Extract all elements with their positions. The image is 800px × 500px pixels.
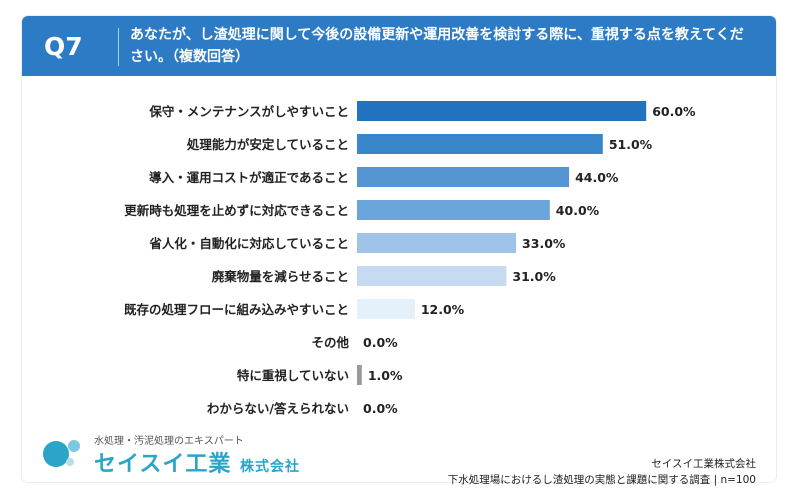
category-label: 特に重視していない: [237, 368, 349, 383]
logo-name: セイスイ工業 株式会社: [94, 446, 300, 478]
header-divider: [118, 28, 119, 66]
bar: [357, 266, 507, 286]
bar: [357, 365, 362, 385]
question-header: [22, 16, 776, 76]
bar: [357, 101, 647, 121]
value-label: 31.0%: [512, 269, 556, 284]
footer-company: セイスイ工業株式会社: [651, 458, 756, 470]
value-label: 0.0%: [363, 401, 398, 416]
question-text: あなたが、し渣処理に関して今後の設備更新や運用改善を検討する際に、重視する点を教…: [130, 27, 744, 65]
question-number: Q7: [44, 32, 83, 61]
category-label: 更新時も処理を止めずに対応できること: [124, 203, 349, 218]
value-label: 0.0%: [363, 335, 398, 350]
bar: [357, 167, 570, 187]
category-label: 省人化・自動化に対応していること: [148, 236, 349, 251]
logo-tagline: 水処理・汚泥処理のエキスパート: [94, 436, 244, 447]
footer-survey: 下水処理場におけるし渣処理の実態と課題に関する調査 | n=100: [447, 474, 756, 486]
bar: [357, 299, 415, 319]
logo-suffix-text: 株式会社: [240, 459, 301, 475]
value-label: 1.0%: [368, 368, 403, 383]
value-label: 60.0%: [652, 104, 696, 119]
bar: [357, 134, 603, 154]
company-logo: 水処理・汚泥処理のエキスパート セイスイ工業 株式会社: [40, 432, 299, 477]
value-label: 40.0%: [556, 203, 600, 218]
bar: [357, 233, 517, 253]
value-label: 44.0%: [575, 170, 619, 185]
category-label: その他: [311, 335, 349, 350]
category-label: わからない/答えられない: [207, 401, 349, 416]
category-label: 導入・運用コストが適正であること: [149, 170, 349, 185]
category-label: 処理能力が安定していること: [186, 137, 349, 152]
water-drop-logo-icon: [43, 440, 80, 467]
category-label: 廃棄物量を減らせること: [212, 269, 349, 284]
bar: [357, 200, 550, 220]
category-label: 保守・メンテナンスがしやすいこと: [148, 104, 349, 119]
value-label: 51.0%: [609, 137, 653, 152]
value-label: 12.0%: [421, 302, 465, 317]
footer-credit: セイスイ工業株式会社 下水処理場におけるし渣処理の実態と課題に関する調査 | n…: [448, 456, 756, 488]
logo-name-text: セイスイ工業: [94, 452, 232, 477]
value-label: 33.0%: [522, 236, 566, 251]
category-label: 既存の処理フローに組み込みやすいこと: [124, 302, 349, 317]
